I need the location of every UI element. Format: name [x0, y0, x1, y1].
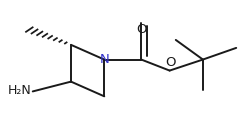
Text: O: O [165, 56, 175, 69]
Text: H₂N: H₂N [8, 84, 31, 97]
Text: O: O [136, 23, 147, 36]
Text: N: N [100, 53, 110, 66]
